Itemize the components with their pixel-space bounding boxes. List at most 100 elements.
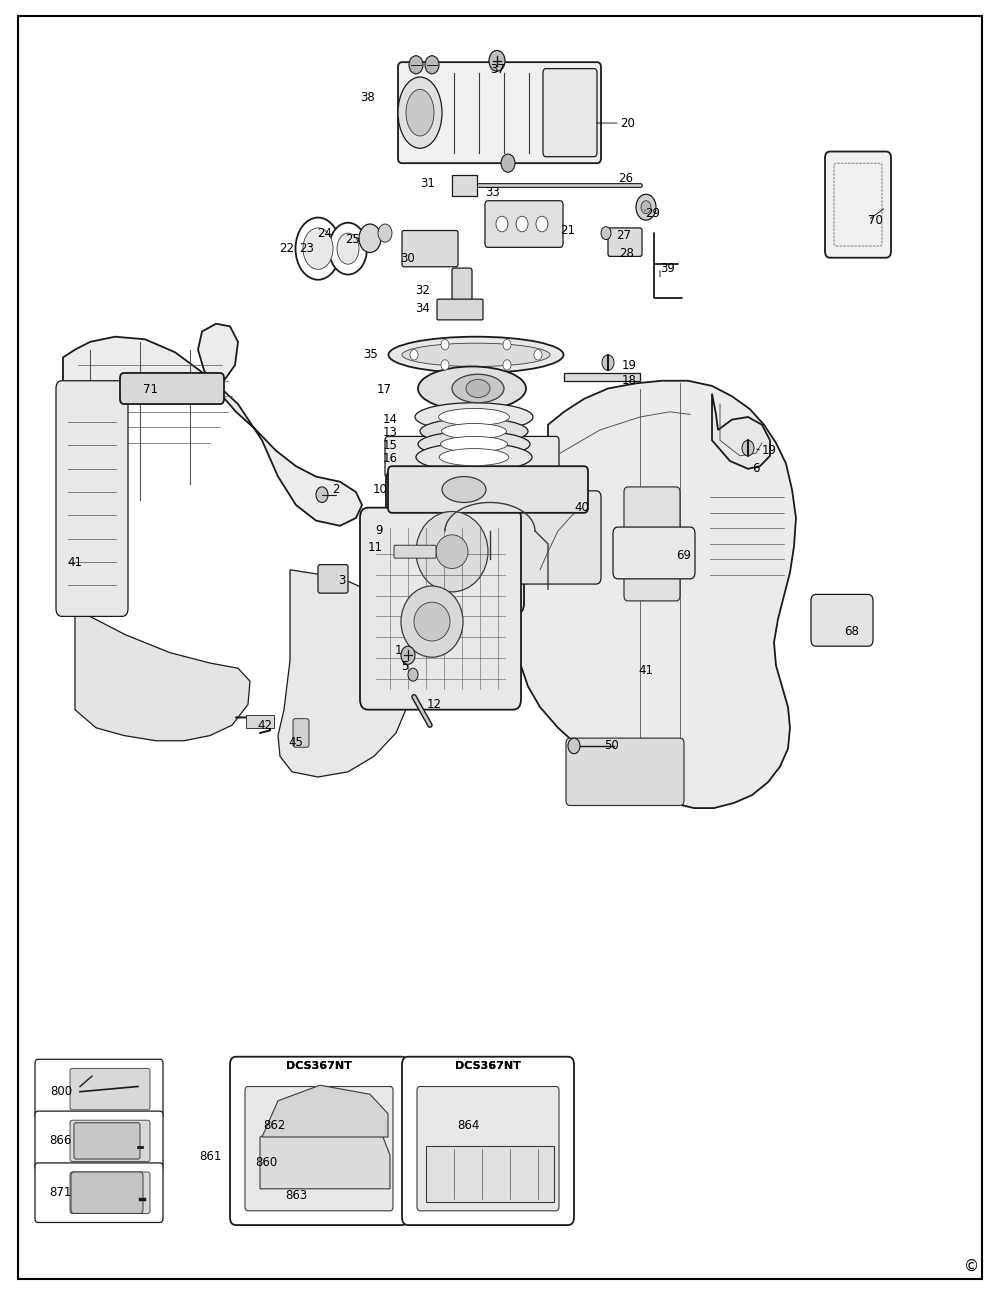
Ellipse shape [439,448,509,466]
FancyBboxPatch shape [417,1087,559,1211]
Text: 20: 20 [620,117,635,130]
Circle shape [503,360,511,370]
Ellipse shape [439,408,509,426]
Polygon shape [262,1085,388,1137]
Circle shape [568,738,580,754]
Text: 42: 42 [258,719,272,732]
Text: 32: 32 [415,284,430,297]
Text: 22: 22 [279,242,294,255]
Ellipse shape [296,218,340,280]
FancyBboxPatch shape [70,1172,150,1213]
Text: 69: 69 [676,549,691,562]
Text: 18: 18 [622,374,637,387]
Polygon shape [278,570,410,777]
Circle shape [601,227,611,240]
FancyBboxPatch shape [394,545,436,558]
Text: 41: 41 [67,556,82,569]
Ellipse shape [442,477,486,502]
FancyBboxPatch shape [318,565,348,593]
Ellipse shape [418,431,530,457]
Ellipse shape [303,228,333,269]
FancyBboxPatch shape [245,1087,393,1211]
Ellipse shape [414,602,450,641]
Text: 39: 39 [660,262,675,275]
FancyBboxPatch shape [511,491,601,584]
Text: 41: 41 [638,664,653,677]
Circle shape [408,668,418,681]
Ellipse shape [416,443,532,471]
Text: 862: 862 [264,1119,286,1132]
Text: 21: 21 [560,224,575,237]
Circle shape [534,350,542,360]
FancyBboxPatch shape [388,466,588,513]
Text: 17: 17 [377,383,392,396]
Circle shape [441,360,449,370]
Circle shape [441,339,449,350]
FancyBboxPatch shape [293,719,309,747]
FancyBboxPatch shape [452,268,472,302]
Ellipse shape [337,233,359,264]
Ellipse shape [402,343,550,366]
FancyBboxPatch shape [811,594,873,646]
Polygon shape [712,394,770,469]
Text: 866: 866 [50,1134,72,1147]
FancyBboxPatch shape [120,373,224,404]
Text: 9: 9 [376,524,383,537]
FancyBboxPatch shape [70,1120,150,1162]
Text: 30: 30 [400,253,415,265]
Circle shape [409,56,423,74]
Text: DCS367NT: DCS367NT [455,1061,521,1071]
Text: 11: 11 [368,541,383,554]
Text: 16: 16 [383,452,398,465]
Ellipse shape [416,512,488,592]
Ellipse shape [452,374,504,403]
Circle shape [401,646,415,664]
Text: DCS367NT: DCS367NT [455,1061,521,1071]
Text: 24: 24 [317,227,332,240]
Ellipse shape [406,89,434,136]
Circle shape [536,216,548,232]
Text: DCS367NT: DCS367NT [286,1061,352,1071]
Ellipse shape [329,223,367,275]
Circle shape [316,487,328,502]
Text: 14: 14 [383,413,398,426]
Text: 50: 50 [604,739,619,752]
Text: 2: 2 [332,483,340,496]
FancyBboxPatch shape [437,299,483,320]
Ellipse shape [378,224,392,242]
FancyBboxPatch shape [613,527,695,579]
Polygon shape [75,609,250,741]
Text: 68: 68 [844,625,859,638]
Ellipse shape [436,535,468,569]
Text: 860: 860 [256,1156,278,1169]
FancyBboxPatch shape [624,487,680,601]
Circle shape [602,355,614,370]
Text: 863: 863 [285,1189,307,1202]
Polygon shape [426,1146,554,1202]
Circle shape [410,350,418,360]
Ellipse shape [466,379,490,398]
Text: 864: 864 [457,1119,479,1132]
Text: 33: 33 [485,186,500,199]
FancyBboxPatch shape [71,1172,143,1213]
FancyBboxPatch shape [385,436,559,478]
Text: 1: 1 [394,644,402,657]
Ellipse shape [388,337,564,373]
Text: 10: 10 [373,483,388,496]
FancyBboxPatch shape [608,228,642,256]
Text: 23: 23 [299,242,314,255]
Text: ©: © [964,1259,980,1274]
Text: 6: 6 [752,462,760,475]
Text: 861: 861 [200,1150,222,1163]
Text: 800: 800 [50,1085,72,1098]
FancyBboxPatch shape [485,201,563,247]
Circle shape [425,56,439,74]
Text: 25: 25 [345,233,360,246]
Circle shape [742,440,754,456]
Text: 35: 35 [363,348,378,361]
FancyBboxPatch shape [398,62,601,163]
Circle shape [641,201,651,214]
Ellipse shape [359,224,381,253]
Text: 71: 71 [143,383,158,396]
Polygon shape [58,324,362,526]
